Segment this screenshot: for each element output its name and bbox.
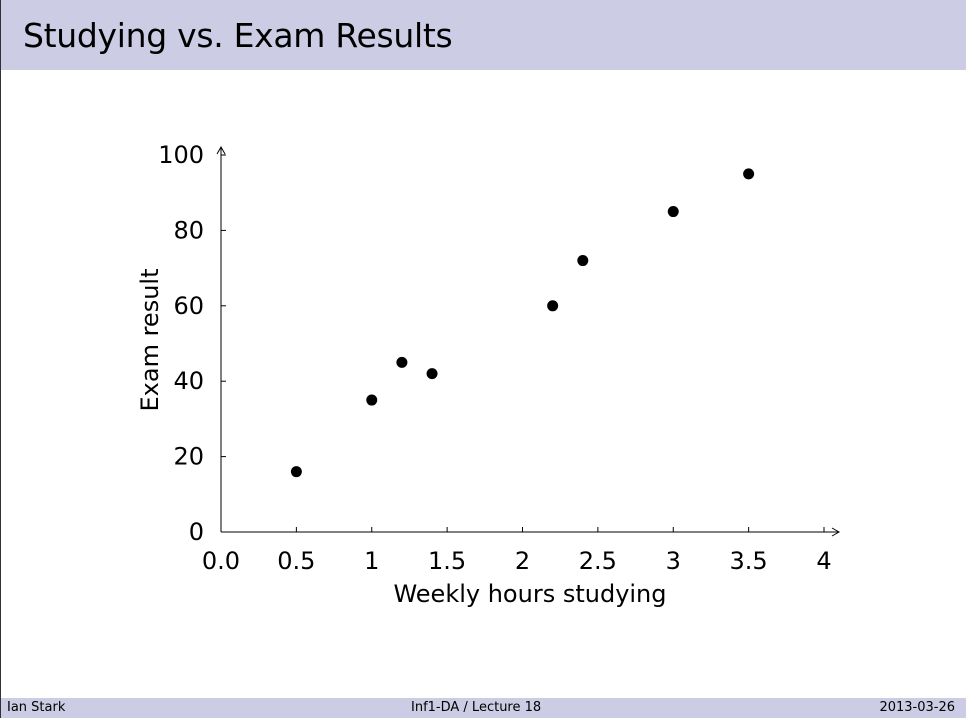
data-points	[290, 168, 755, 478]
y-axis-label: Exam result	[136, 269, 164, 412]
x-axis-ticks: 0.0 0.5 1 1.5 2 2.5 3 3.5 4	[202, 527, 832, 575]
footer: Ian Stark Inf1-DA / Lecture 18 2013-03-2…	[1, 698, 966, 718]
y-tick-label: 40	[173, 367, 204, 395]
y-axis-ticks: 0 20 40 60 80 100	[158, 141, 226, 546]
y-tick-label: 60	[173, 292, 204, 320]
data-point	[667, 206, 679, 218]
data-point	[290, 466, 302, 478]
data-point	[577, 255, 589, 267]
x-tick-label: 4	[816, 547, 831, 575]
x-tick-label: 0.5	[277, 547, 315, 575]
data-point	[396, 356, 408, 368]
x-tick-label: 3.5	[730, 547, 768, 575]
y-axis-arrow	[216, 145, 226, 155]
y-tick-label: 80	[173, 216, 204, 244]
data-point	[366, 394, 378, 406]
x-tick-label: 2.5	[579, 547, 617, 575]
data-point	[743, 168, 755, 180]
footer-date: 2013-03-26	[879, 700, 955, 715]
data-point	[426, 368, 438, 380]
footer-course: Inf1-DA / Lecture 18	[411, 700, 542, 715]
footer-author: Ian Stark	[7, 700, 66, 715]
x-tick-label: 1.5	[428, 547, 466, 575]
x-axis-label: Weekly hours studying	[393, 580, 666, 608]
y-tick-label: 0	[189, 518, 204, 546]
x-axis-arrow	[831, 527, 841, 537]
y-tick-label: 100	[158, 141, 204, 169]
chart-axes	[216, 145, 841, 537]
x-tick-label: 1	[364, 547, 379, 575]
x-tick-label: 3	[666, 547, 681, 575]
y-tick-label: 20	[173, 443, 204, 471]
data-point	[547, 300, 559, 312]
slide-title: Studying vs. Exam Results	[23, 16, 453, 55]
title-bar: Studying vs. Exam Results	[1, 0, 966, 70]
x-tick-label: 0.0	[202, 547, 240, 575]
x-tick-label: 2	[515, 547, 530, 575]
